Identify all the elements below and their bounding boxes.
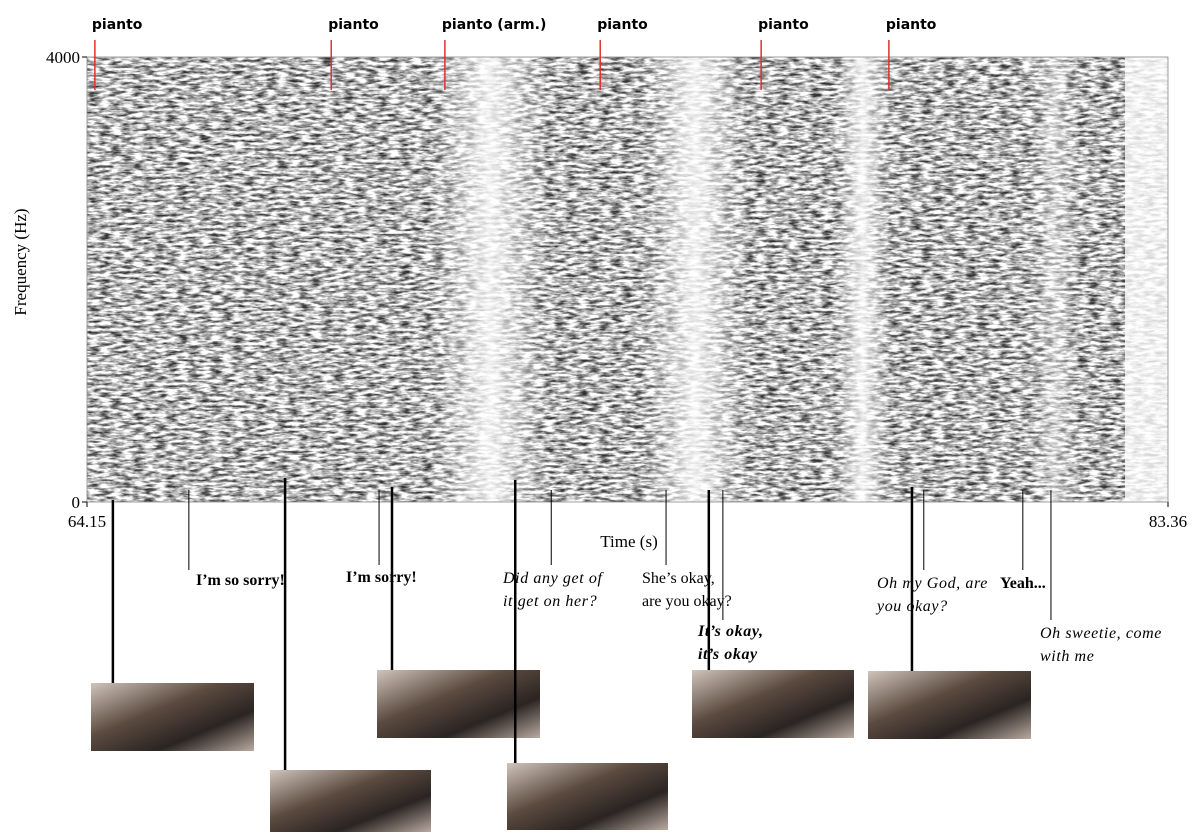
y-axis-label: Frequency (Hz): [11, 208, 30, 315]
figure: 0 4000 64.15 83.36 Time (s) Frequency (Hz) pia…: [0, 0, 1193, 832]
pianto-label: pianto: [886, 17, 937, 33]
video-frame: [868, 671, 1031, 739]
pianto-label: pianto: [92, 17, 143, 33]
utterance-text: Yeah...: [1000, 575, 1046, 592]
utterance-text: it get on her?: [503, 593, 597, 610]
utterance-text: Did any get of: [502, 570, 604, 587]
utterance-text: I’m so sorry!: [196, 572, 285, 589]
utterance-text: Oh my God, are: [877, 575, 988, 592]
video-frame: [91, 683, 254, 751]
utterance-text: She’s okay,: [642, 570, 715, 587]
utterance-text: I’m sorry!: [346, 569, 417, 586]
pianto-label: pianto: [758, 17, 809, 33]
utterance-text: Oh sweetie, come: [1040, 625, 1162, 642]
spectrogram: [87, 57, 1168, 502]
x-axis-label: Time (s): [600, 532, 657, 551]
video-frame: [692, 670, 854, 738]
utterance-text: it’s okay: [698, 646, 758, 663]
utterance-text: with me: [1040, 648, 1094, 665]
pianto-label: pianto (arm.): [442, 17, 546, 33]
video-frame: [270, 770, 431, 832]
video-frame: [507, 763, 668, 830]
x-tick-label: 83.36: [1149, 512, 1187, 531]
pianto-label: pianto: [597, 17, 648, 33]
utterance-text: It’s okay,: [697, 623, 764, 640]
utterance-text: are you okay?: [642, 593, 732, 610]
y-tick-label: 4000: [46, 48, 80, 67]
pianto-label: pianto: [328, 17, 379, 33]
x-tick-label: 64.15: [68, 512, 106, 531]
y-tick-label: 0: [72, 493, 81, 512]
